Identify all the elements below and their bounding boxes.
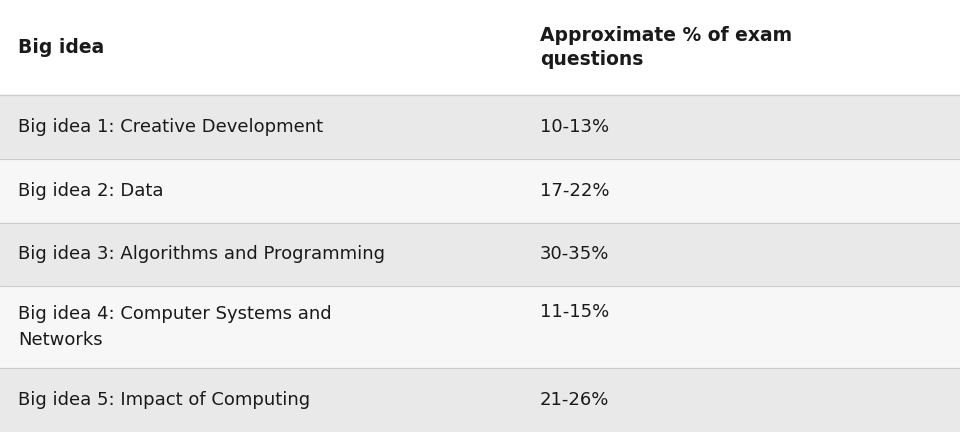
Bar bbox=[0, 368, 960, 432]
Text: 17-22%: 17-22% bbox=[540, 181, 610, 200]
Text: 10-13%: 10-13% bbox=[540, 118, 610, 136]
Text: Big idea 3: Algorithms and Programming: Big idea 3: Algorithms and Programming bbox=[18, 245, 385, 264]
Bar bbox=[0, 159, 960, 222]
Text: 11-15%: 11-15% bbox=[540, 304, 610, 321]
Text: Big idea 1: Creative Development: Big idea 1: Creative Development bbox=[18, 118, 324, 136]
Bar bbox=[0, 222, 960, 286]
Bar bbox=[0, 286, 960, 368]
Text: 30-35%: 30-35% bbox=[540, 245, 610, 264]
Text: Approximate % of exam
questions: Approximate % of exam questions bbox=[540, 26, 792, 69]
Text: 21-26%: 21-26% bbox=[540, 391, 610, 409]
Text: Big idea: Big idea bbox=[18, 38, 105, 57]
Bar bbox=[0, 95, 960, 159]
Text: Big idea 2: Data: Big idea 2: Data bbox=[18, 181, 163, 200]
Text: Big idea 4: Computer Systems and
Networks: Big idea 4: Computer Systems and Network… bbox=[18, 305, 331, 349]
Text: Big idea 5: Impact of Computing: Big idea 5: Impact of Computing bbox=[18, 391, 310, 409]
Bar bbox=[0, 0, 960, 95]
